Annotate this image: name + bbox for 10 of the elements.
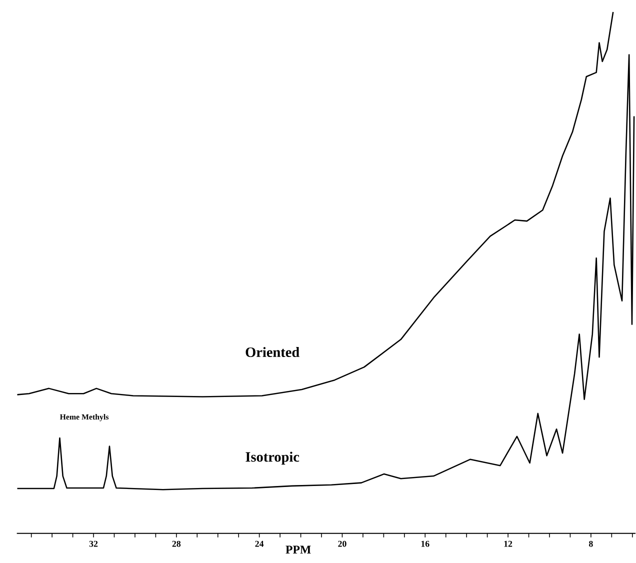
x-axis-title: PPM: [286, 546, 311, 554]
x-tick-label: 32: [89, 540, 98, 547]
x-tick-label: 12: [504, 540, 512, 547]
series-label: Isotropic: [246, 452, 300, 465]
x-tick-label: 16: [421, 540, 430, 547]
text: Oriented: [246, 346, 300, 357]
x-tick-label: 20: [338, 540, 346, 547]
x-tick-label: 24: [255, 540, 264, 547]
x-tick-label: 28: [172, 540, 181, 547]
x-tick-label: 8: [589, 540, 593, 547]
